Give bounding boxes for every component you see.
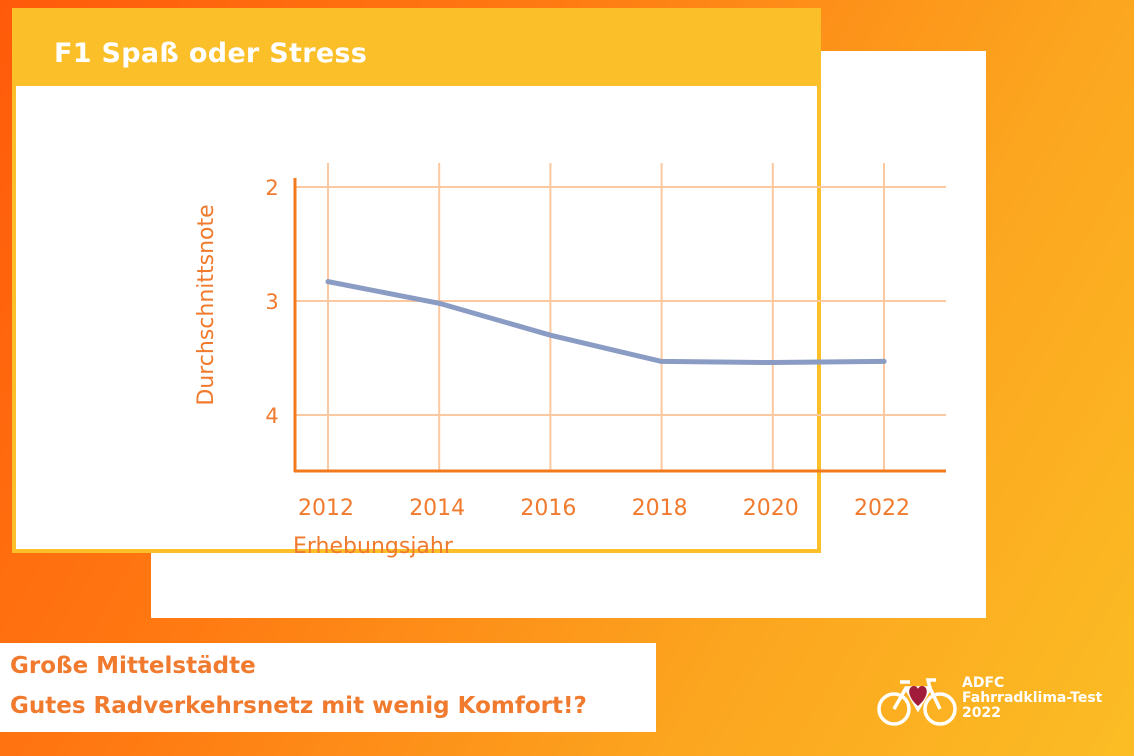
x-axis-title: Erhebungsjahr bbox=[293, 534, 454, 559]
caption-subheading: Gutes Radverkehrsnetz mit wenig Komfort!… bbox=[10, 693, 587, 719]
logo-line-year: 2022 bbox=[962, 705, 1001, 721]
y-tick-label-2: 4 bbox=[265, 404, 278, 428]
y-axis-title: Durchschnittsnote bbox=[194, 204, 219, 405]
data-point-0-4 bbox=[770, 360, 776, 366]
series-line-0 bbox=[325, 279, 887, 366]
data-point-0-2 bbox=[547, 332, 553, 338]
chart-card-header: F1 Spaß oder Stress bbox=[12, 8, 821, 86]
caption-heading: Große Mittelstädte bbox=[10, 653, 256, 679]
caption-box: Große Mittelstädte Gutes Radverkehrsnetz… bbox=[0, 643, 656, 732]
x-tick-label-3: 2018 bbox=[632, 496, 688, 521]
logo-line-adfc: ADFC bbox=[962, 675, 1005, 691]
data-point-0-5 bbox=[881, 358, 887, 364]
x-tick-label-0: 2012 bbox=[298, 496, 354, 521]
x-tick-label-4: 2020 bbox=[743, 496, 799, 521]
data-point-0-3 bbox=[659, 358, 665, 364]
x-tick-label-2: 2016 bbox=[520, 496, 576, 521]
y-tick-label-0: 2 bbox=[265, 176, 278, 200]
data-point-0-0 bbox=[325, 279, 331, 285]
logo-text: ADFC Fahrradklima-Test 2022 bbox=[962, 676, 1102, 721]
data-point-0-1 bbox=[436, 300, 442, 306]
logo-line-test: Fahrradklima-Test bbox=[962, 690, 1103, 706]
bicycle-heart-icon bbox=[877, 678, 957, 726]
x-tick-label-5: 2022 bbox=[854, 496, 910, 521]
chart-card-frame bbox=[12, 8, 821, 553]
x-tick-label-1: 2014 bbox=[409, 496, 465, 521]
y-tick-label-1: 3 bbox=[265, 290, 278, 314]
chart-title: F1 Spaß oder Stress bbox=[54, 38, 368, 69]
adfc-logo: ADFC Fahrradklima-Test 2022 bbox=[874, 672, 1114, 732]
